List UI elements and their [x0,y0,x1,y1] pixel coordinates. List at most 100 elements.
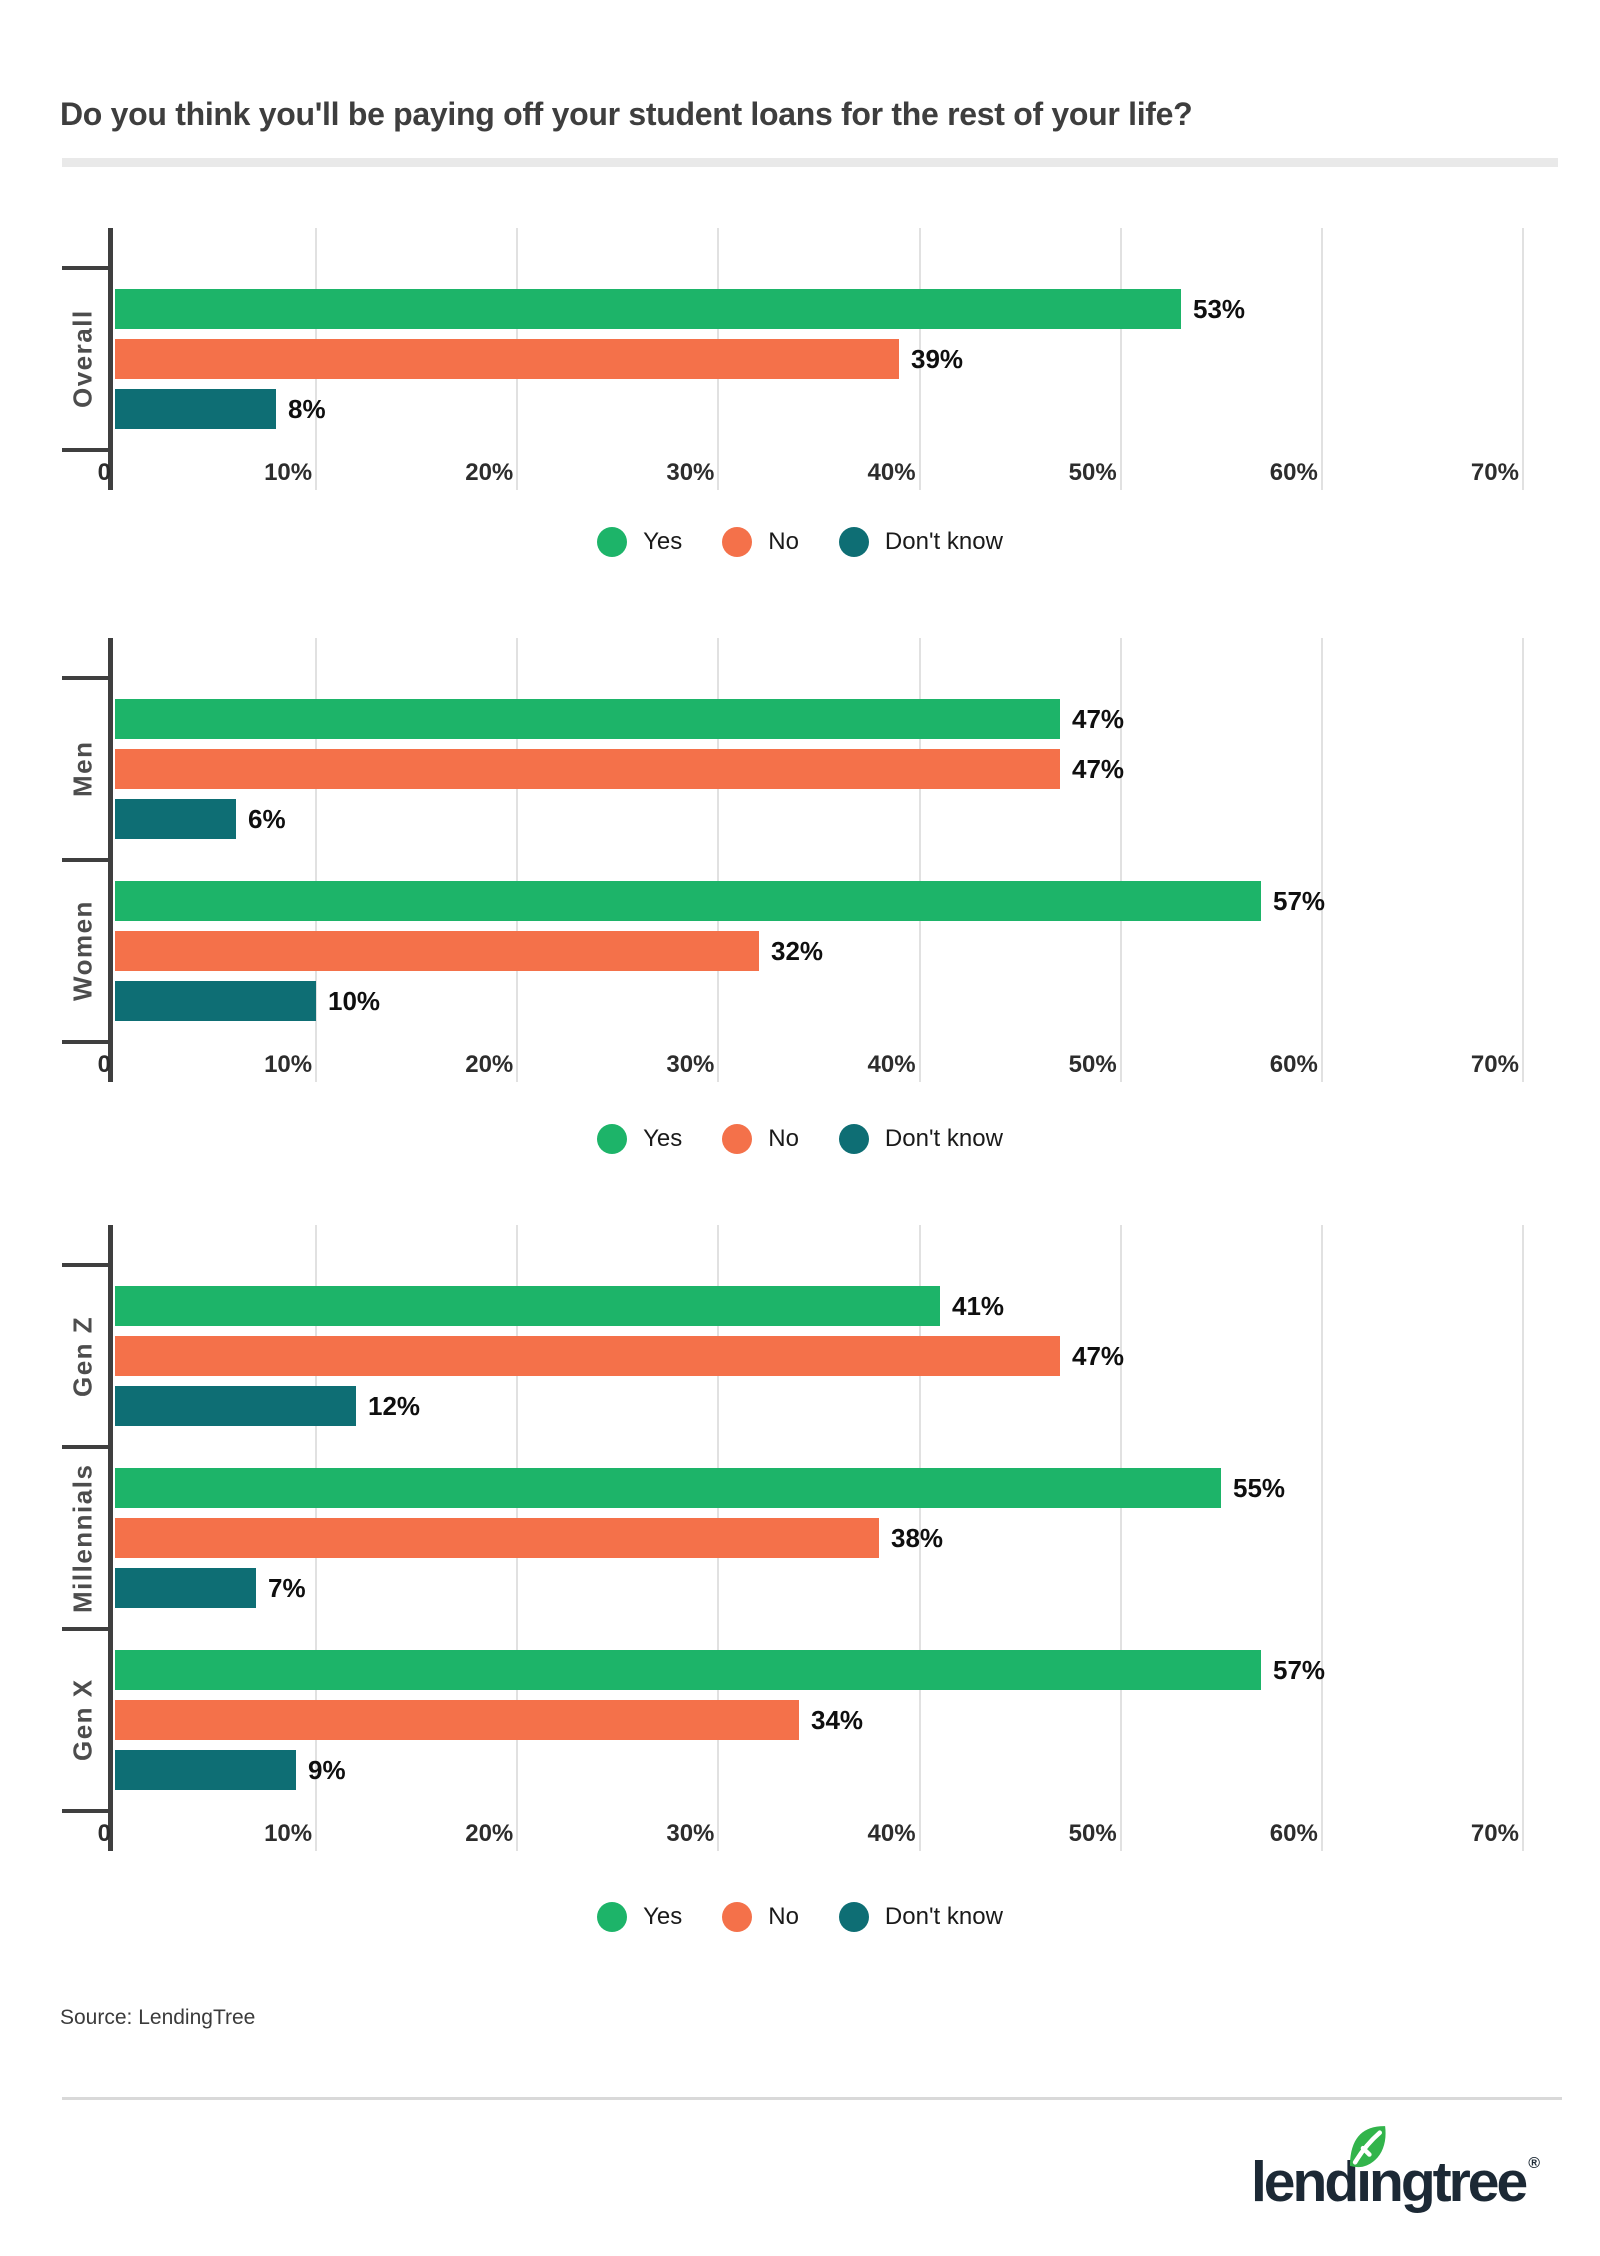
bar-men-no [115,749,1060,789]
legend-item-no: No [722,527,799,557]
logo-i-char: ı [1356,2150,1372,2214]
legend-item-yes: Yes [597,1124,682,1154]
x-axis-label: 60% [1269,459,1318,486]
y-axis-line [108,1225,113,1851]
legend-swatch-icon [597,1902,628,1932]
bar-value-label: 7% [268,1573,306,1603]
x-axis-label: 10% [264,1051,313,1078]
gridline [918,228,921,490]
bar-overall-no [115,339,899,379]
bar-gen-x-don-t-know [115,1750,296,1790]
axis-tick [62,1627,112,1631]
x-axis-label: 40% [867,459,916,486]
gridline [516,638,519,1082]
x-axis-label: 30% [666,1820,715,1847]
category-label-women: Women [67,900,98,1002]
bar-value-label: 55% [1233,1473,1286,1503]
bar-value-label: 47% [1072,1341,1125,1371]
x-axis-label: 50% [1068,1051,1117,1078]
legend-label: No [768,1125,799,1152]
gridline [717,638,720,1082]
gridline [1119,228,1122,490]
gridline [1521,1225,1524,1851]
x-axis-label: 20% [465,1820,514,1847]
legend-label: Don't know [884,1125,1003,1152]
legend-swatch-icon [722,1902,753,1932]
logo-wordmark: lend ı ngtree ® [1251,2126,1544,2211]
axis-tick [62,1809,112,1813]
bar-gen-x-no [115,1700,799,1740]
gridline [1320,1225,1323,1851]
legend-label: No [768,1903,799,1930]
bar-value-label: 10% [328,986,381,1016]
category-label-men: Men [67,740,98,798]
bar-millennials-no [115,1518,879,1558]
gridline [1320,638,1323,1082]
legend: Yes No Don't know [0,1124,1600,1154]
x-axis-label: 70% [1470,459,1519,486]
bar-women-don-t-know [115,981,316,1021]
bar-value-label: 6% [248,804,286,834]
legend-item-don-t-know: Don't know [838,1124,1003,1154]
category-label-gen-z: Gen Z [67,1315,98,1397]
logo-part-i: ı [1350,2126,1386,2211]
legend-item-yes: Yes [597,1902,682,1932]
legend-swatch-icon [597,1124,628,1154]
x-axis-label: 0 [97,459,111,486]
bar-gen-z-don-t-know [115,1386,356,1426]
bar-value-label: 39% [911,344,964,374]
bar-women-no [115,931,759,971]
x-axis-label: 70% [1470,1051,1519,1078]
axis-tick [62,448,112,452]
bar-millennials-don-t-know [115,1568,256,1608]
legend-label: Yes [643,1125,683,1152]
legend-label: Don't know [884,528,1003,555]
x-axis-label: 10% [264,1820,313,1847]
bar-value-label: 34% [811,1705,864,1735]
source-note: Source: LendingTree [60,2006,256,2029]
bar-men-yes [115,699,1060,739]
footer-divider [62,2097,1562,2100]
bar-millennials-yes [115,1468,1221,1508]
legend-swatch-icon [838,1124,869,1154]
x-axis-label: 20% [465,459,514,486]
bar-value-label: 32% [771,936,824,966]
lendingtree-logo: lend ı ngtree ® [1251,2112,1544,2211]
bar-overall-don-t-know [115,389,276,429]
x-axis-label: 70% [1470,1820,1519,1847]
gridline [1119,1225,1122,1851]
bar-gen-z-yes [115,1286,940,1326]
bar-gen-x-yes [115,1650,1261,1690]
category-label-overall: Overall [67,309,98,409]
category-label-gen-x: Gen X [67,1678,98,1762]
legend-label: No [768,528,799,555]
legend-swatch-icon [838,527,869,557]
bar-value-label: 12% [368,1391,421,1421]
legend-item-no: No [722,1902,799,1932]
gridline [1521,638,1524,1082]
bar-overall-yes [115,289,1181,329]
bar-value-label: 57% [1273,1655,1326,1685]
axis-tick [62,1445,112,1449]
legend-item-don-t-know: Don't know [838,527,1003,557]
x-axis-label: 50% [1068,1820,1117,1847]
y-axis-line [108,228,113,490]
gridline [1320,228,1323,490]
legend-item-no: No [722,1124,799,1154]
bar-value-label: 9% [308,1755,346,1785]
gridline [918,1225,921,1851]
x-axis-label: 60% [1269,1820,1318,1847]
x-axis-label: 40% [867,1051,916,1078]
x-axis-label: 60% [1269,1051,1318,1078]
legend-swatch-icon [597,527,628,557]
legend-swatch-icon [838,1902,869,1932]
legend-label: Don't know [884,1903,1003,1930]
legend-label: Yes [643,1903,683,1930]
axis-tick [62,858,112,862]
legend-item-yes: Yes [597,527,682,557]
legend-item-don-t-know: Don't know [838,1902,1003,1932]
x-axis-label: 0 [97,1820,111,1847]
gridline [1521,228,1524,490]
